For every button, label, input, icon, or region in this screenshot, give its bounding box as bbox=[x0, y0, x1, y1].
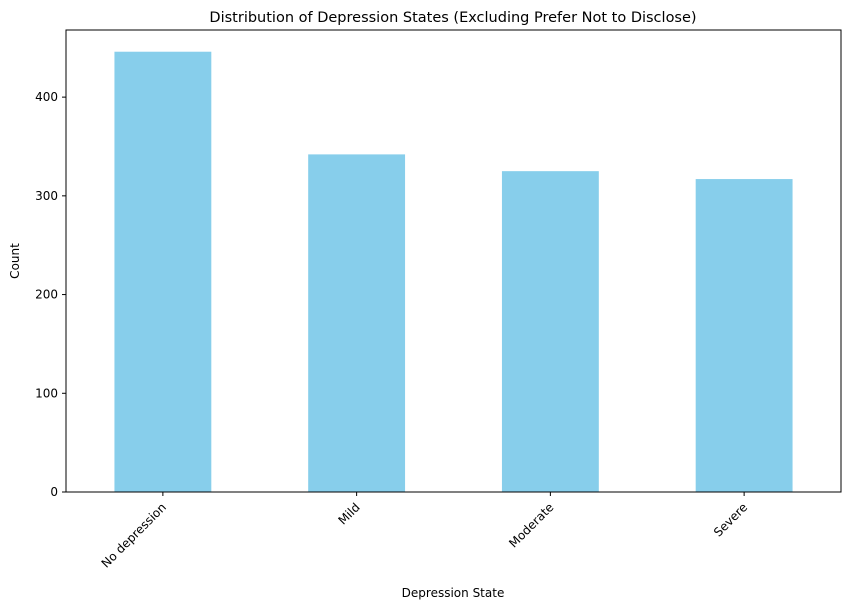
bar-severe bbox=[695, 179, 793, 493]
bar-mild bbox=[308, 154, 406, 492]
x-tick-label: No depression bbox=[99, 500, 169, 570]
bar-moderate bbox=[501, 171, 599, 492]
bars-layer bbox=[114, 51, 793, 493]
chart-title: Distribution of Depression States (Exclu… bbox=[209, 10, 696, 26]
x-tick-label: Severe bbox=[711, 500, 750, 539]
y-tick-label: 200 bbox=[35, 288, 58, 302]
y-axis-label: Count bbox=[8, 243, 22, 279]
y-tick-label: 300 bbox=[35, 189, 58, 203]
y-tick-label: 400 bbox=[35, 90, 58, 104]
y-tick-label: 0 bbox=[50, 485, 58, 499]
plot-frame bbox=[65, 29, 842, 493]
y-tick-label: 100 bbox=[35, 386, 58, 400]
x-axis-label: Depression State bbox=[402, 586, 505, 600]
x-tick-label: Moderate bbox=[506, 500, 556, 550]
y-axis: 0 100 200 300 400 bbox=[35, 90, 66, 499]
x-axis: No depression Mild Moderate Severe bbox=[99, 492, 750, 571]
bar-no-depression bbox=[114, 51, 212, 492]
x-tick-label: Mild bbox=[335, 500, 362, 527]
